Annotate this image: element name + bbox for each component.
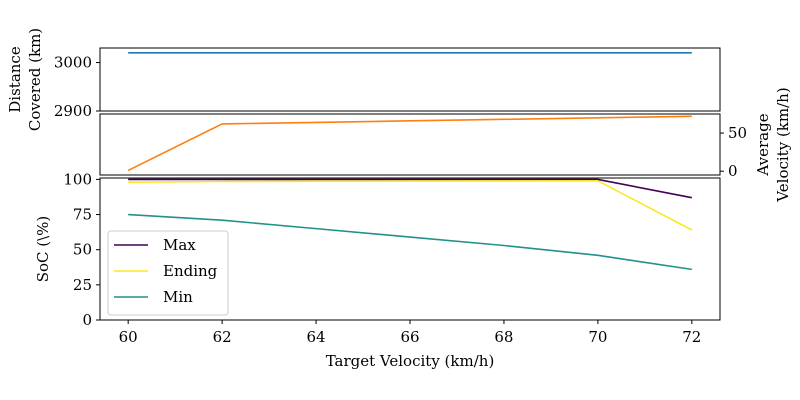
- soc-ytick-label: 75: [73, 206, 92, 224]
- legend-label-ending: Ending: [163, 262, 218, 280]
- velocity-ylabel: Average: [754, 113, 772, 176]
- velocity-axes-frame: [99, 113, 721, 176]
- legend-box: [107, 230, 229, 316]
- velocity-ytick-label: 0: [728, 162, 738, 180]
- soc-series-line-min: [128, 213, 692, 271]
- distance-ytick-label: 3000: [54, 54, 92, 72]
- distance-axes-frame: [99, 47, 721, 112]
- xtick-label: 68: [494, 328, 513, 346]
- x-axis-label: Target Velocity (km/h): [326, 352, 495, 370]
- xtick-label: 72: [682, 328, 701, 346]
- legend-label-min: Min: [163, 288, 193, 306]
- velocity-series-line-0: [127, 115, 692, 172]
- soc-series-line-max: [128, 178, 692, 199]
- xtick-label: 66: [400, 328, 419, 346]
- soc-ytick-label: 50: [73, 241, 92, 259]
- soc-ytick-label: 25: [73, 276, 92, 294]
- soc-ytick-label: 0: [82, 311, 92, 329]
- distance-ylabel: Covered (km): [26, 28, 44, 131]
- distance-ytick-label: 2900: [54, 102, 92, 120]
- soc-series-line-ending: [128, 180, 693, 231]
- velocity-ytick-label: 50: [728, 124, 747, 142]
- xtick-label: 60: [119, 328, 138, 346]
- xtick-label: 70: [588, 328, 607, 346]
- xtick-label: 62: [213, 328, 232, 346]
- velocity-ylabel: Velocity (km/h): [774, 87, 792, 202]
- xtick-label: 64: [307, 328, 326, 346]
- legend-label-max: Max: [163, 236, 196, 254]
- soc-ytick-label: 100: [63, 170, 92, 188]
- distance-ylabel: Distance: [6, 46, 24, 113]
- soc-ylabel: SoC (\%): [34, 216, 52, 283]
